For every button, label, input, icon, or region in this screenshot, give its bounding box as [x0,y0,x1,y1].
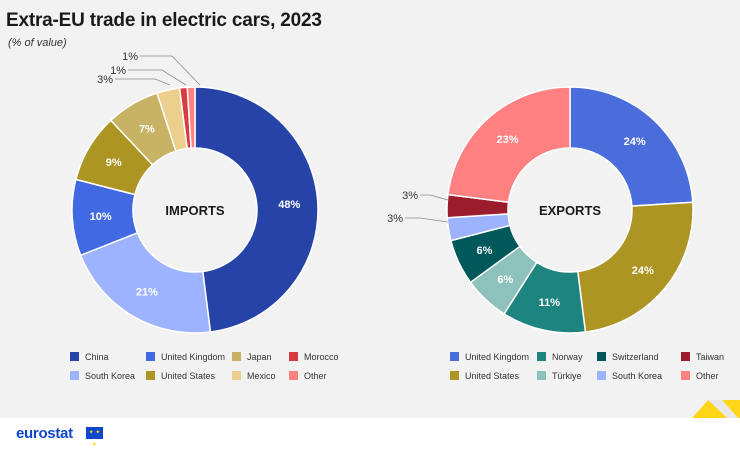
imports-data-label-other: 1% [122,51,138,63]
exports-data-label-united-states: 24% [632,265,654,277]
exports-legend-swatch-other [681,371,690,380]
imports-data-label-japan: 7% [139,124,155,136]
imports-legend-label-other: Other [304,371,327,381]
imports-legend-swatch-china [70,352,79,361]
imports-slice-china [194,86,319,333]
exports-legend-label-united-states: United States [465,371,520,381]
exports-data-label-south-korea: 3% [387,213,403,225]
imports-leader-other [140,55,201,86]
exports-legend-label-taiwan: Taiwan [696,352,724,362]
exports-data-label-united-kingdom: 24% [624,136,646,148]
imports-legend-label-united-kingdom: United Kingdom [161,352,225,362]
exports-leader-south-korea [405,217,449,223]
imports-legend-label-china: China [85,352,109,362]
exports-legend-swatch-norway [537,352,546,361]
imports-legend-label-japan: Japan [247,352,272,362]
exports-legend-swatch-taiwan [681,352,690,361]
exports-leader-taiwan [420,194,449,201]
imports-legend-swatch-japan [232,352,241,361]
exports-legend-swatch-united-states [450,371,459,380]
exports-data-label-norway: 11% [539,297,561,309]
exports-legend-label-norway: Norway [552,352,583,362]
exports-legend-swatch-switzerland [597,352,606,361]
chart-subtitle: (% of value) [8,37,67,49]
imports-legend-swatch-united-states [146,371,155,380]
imports-data-label-south-korea: 21% [136,286,158,298]
imports-legend-label-morocco: Morocco [304,352,339,362]
exports-legend-swatch-united-kingdom [450,352,459,361]
chart-title: Extra-EU trade in electric cars, 2023 [6,10,322,31]
eurostat-logo: eurostat [16,425,73,442]
exports-legend-label-t-rkiye: Türkiye [552,371,582,381]
imports-legend-label-united-states: United States [161,371,216,381]
exports-slice-other [447,86,571,204]
exports-center-label: EXPORTS [539,203,601,218]
exports-data-label-other: 23% [496,134,518,146]
exports-legend-label-south-korea: South Korea [612,371,662,381]
imports-legend-swatch-united-kingdom [146,352,155,361]
exports-legend-label-united-kingdom: United Kingdom [465,352,529,362]
exports-legend-label-switzerland: Switzerland [612,352,659,362]
imports-data-label-united-states: 9% [106,157,122,169]
exports-legend-swatch-south-korea [597,371,606,380]
imports-legend-swatch-morocco [289,352,298,361]
imports-legend-swatch-mexico [232,371,241,380]
imports-data-label-mexico: 3% [97,74,113,86]
exports-legend-swatch-t-rkiye [537,371,546,380]
exports-data-label-taiwan: 3% [402,190,418,202]
imports-center-label: IMPORTS [165,203,225,218]
exports-data-label-switzerland: 6% [477,245,493,257]
exports-legend-label-other: Other [696,371,719,381]
imports-legend-label-mexico: Mexico [247,371,276,381]
exports-slice-united-kingdom [569,86,694,207]
imports-leader-morocco [128,69,187,86]
footer-bar: eurostat ✦ ✦ ✦ [0,418,740,450]
exports-data-label-t-rkiye: 6% [497,274,513,286]
imports-legend-label-south-korea: South Korea [85,371,135,381]
eu-flag-icon: ✦ ✦ ✦ [86,427,103,448]
exports-slice-united-states [576,201,694,333]
imports-slice-other [186,86,196,149]
imports-data-label-morocco: 1% [110,65,126,77]
imports-legend-swatch-south-korea [70,371,79,380]
imports-data-label-united-kingdom: 10% [90,211,112,223]
imports-slice-south-korea [79,231,212,334]
imports-leader-mexico [115,78,171,86]
imports-legend-swatch-other [289,371,298,380]
imports-data-label-china: 48% [278,199,300,211]
